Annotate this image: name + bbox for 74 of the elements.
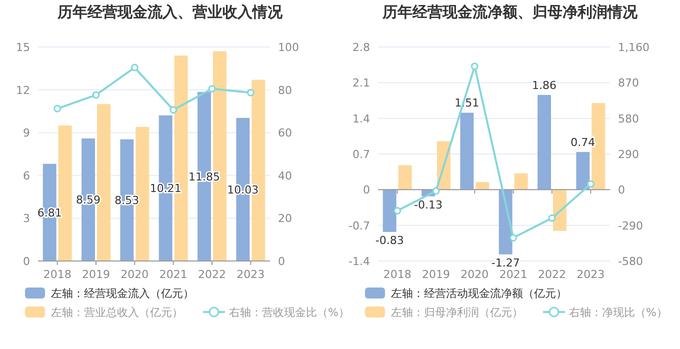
- data-label: -1.27: [491, 256, 520, 270]
- bar: [576, 152, 590, 190]
- chart-title: 历年经营现金流净额、归母净利润情况: [382, 3, 638, 21]
- y-tick-label: 0: [363, 184, 370, 197]
- data-label: 1.86: [532, 78, 557, 92]
- point: [130, 64, 138, 72]
- point: [432, 187, 440, 195]
- bar: [538, 94, 551, 190]
- x-tick-label: 2021: [159, 268, 188, 281]
- legend-label: 右轴：净现比（%）: [569, 306, 668, 319]
- y-tick-label: 9: [23, 126, 30, 140]
- x-tick-label: 2020: [120, 268, 149, 281]
- bar: [476, 182, 490, 190]
- x-tick-label: 2019: [82, 268, 110, 281]
- bar: [382, 190, 396, 232]
- y2-tick-label: 580: [618, 112, 639, 126]
- legend-label: 左轴：经营现金流入（亿元）: [51, 287, 194, 300]
- point: [208, 85, 216, 92]
- y2-tick-label: 290: [618, 148, 639, 161]
- y-tick-label: 0: [23, 255, 30, 268]
- chart-title: 历年经营现金流入、营业收入情况: [56, 3, 284, 21]
- x-tick-label: 2019: [422, 268, 450, 281]
- y2-tick-label: -580: [618, 255, 643, 268]
- x-tick-label: 2022: [538, 268, 566, 281]
- y2-tick-label: 60: [278, 126, 292, 140]
- x-tick-label: 2023: [236, 268, 265, 281]
- bar: [460, 112, 474, 190]
- y-tick-label: 1.4: [352, 112, 370, 126]
- point: [548, 214, 556, 222]
- point: [246, 88, 254, 96]
- data-label: -0.83: [375, 234, 404, 247]
- data-label: 10.21: [150, 182, 182, 196]
- y-tick-label: 0.7: [352, 148, 370, 161]
- point: [470, 62, 478, 70]
- data-label: 10.03: [227, 183, 259, 196]
- point: [394, 206, 402, 214]
- y2-tick-label: 80: [278, 84, 292, 97]
- y-tick-label: 12: [16, 84, 30, 97]
- legend-label: 左轴：归母净利润（亿元）: [391, 306, 523, 319]
- bar: [553, 190, 566, 231]
- y2-tick-label: 0: [278, 255, 285, 268]
- x-tick-label: 2018: [43, 268, 72, 281]
- x-tick-label: 2020: [460, 268, 489, 281]
- point: [92, 91, 100, 99]
- y-tick-label: 2.1: [352, 76, 370, 90]
- y2-tick-label: 0: [618, 184, 625, 197]
- y2-tick-label: -290: [618, 219, 643, 232]
- y2-tick-label: 1,160: [618, 41, 650, 54]
- y2-tick-label: 100: [278, 41, 299, 54]
- x-tick-label: 2018: [383, 268, 412, 281]
- point: [54, 104, 62, 112]
- x-tick-label: 2023: [576, 268, 605, 281]
- legend-label: 右轴：营收现金比（%）: [229, 306, 350, 319]
- point: [170, 106, 178, 114]
- y2-tick-label: 20: [278, 212, 292, 226]
- data-label: 11.85: [188, 170, 220, 184]
- legend-label: 左轴：经营活动现金流净额（亿元）: [391, 287, 567, 300]
- y-tick-label: 2.8: [352, 41, 370, 54]
- data-label: -0.13: [414, 198, 442, 212]
- y-tick-label: 15: [16, 41, 30, 54]
- point: [510, 234, 518, 242]
- x-tick-label: 2022: [198, 268, 226, 281]
- data-label: 0.74: [570, 136, 596, 149]
- y-tick-label: 6: [23, 169, 30, 182]
- y-tick-label: -0.7: [348, 219, 370, 232]
- point: [586, 180, 594, 188]
- y-tick-label: -1.4: [348, 255, 370, 268]
- bar: [398, 165, 412, 190]
- y2-tick-label: 40: [278, 169, 292, 182]
- bar: [514, 173, 528, 190]
- x-tick-label: 2021: [499, 268, 528, 281]
- y2-tick-label: 870: [618, 76, 639, 90]
- legend-label: 左轴：营业总收入（亿元）: [51, 306, 183, 319]
- y-tick-label: 3: [23, 212, 30, 226]
